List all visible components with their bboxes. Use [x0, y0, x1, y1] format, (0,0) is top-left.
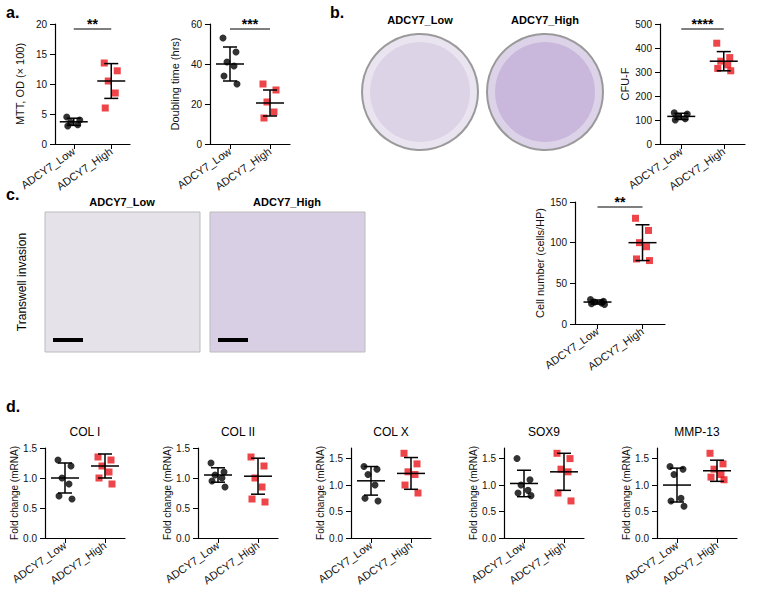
- svg-text:b.: b.: [330, 4, 344, 21]
- svg-text:ADCY7_Low: ADCY7_Low: [626, 145, 685, 192]
- svg-text:COL X: COL X: [373, 425, 409, 439]
- svg-text:ADCY7_High: ADCY7_High: [213, 145, 273, 192]
- svg-text:500: 500: [635, 19, 652, 30]
- svg-text:d.: d.: [6, 398, 20, 415]
- svg-text:1.0: 1.0: [329, 480, 343, 491]
- svg-text:a.: a.: [6, 4, 19, 21]
- svg-text:ADCY7_Low: ADCY7_Low: [316, 539, 375, 586]
- svg-text:1.5: 1.5: [482, 453, 496, 464]
- svg-text:Transwell invasion: Transwell invasion: [15, 233, 29, 331]
- svg-text:20: 20: [191, 99, 203, 110]
- svg-text:ADCY7_High: ADCY7_High: [507, 539, 567, 586]
- svg-text:**: **: [615, 194, 626, 210]
- svg-text:COL II: COL II: [221, 425, 255, 439]
- svg-text:ADCY7_High: ADCY7_High: [585, 325, 645, 372]
- svg-text:400: 400: [635, 43, 652, 54]
- svg-text:0.5: 0.5: [23, 503, 37, 514]
- svg-text:ADCY7_High: ADCY7_High: [660, 539, 720, 586]
- svg-text:****: ****: [692, 16, 714, 32]
- svg-text:0.5: 0.5: [635, 506, 649, 517]
- svg-text:0: 0: [196, 139, 202, 150]
- svg-text:100: 100: [550, 237, 567, 248]
- svg-text:1.0: 1.0: [23, 473, 37, 484]
- svg-text:COL I: COL I: [70, 425, 101, 439]
- svg-text:1.5: 1.5: [23, 443, 37, 454]
- svg-text:40: 40: [191, 59, 203, 70]
- svg-text:0.5: 0.5: [329, 506, 343, 517]
- svg-text:0: 0: [561, 319, 567, 330]
- svg-text:5: 5: [41, 109, 47, 120]
- svg-text:CFU-F: CFU-F: [619, 67, 631, 100]
- svg-text:1.0: 1.0: [176, 473, 190, 484]
- svg-text:ADCY7_Low: ADCY7_Low: [622, 539, 681, 586]
- svg-text:0: 0: [41, 139, 47, 150]
- svg-text:0.0: 0.0: [635, 533, 649, 544]
- svg-text:50: 50: [556, 278, 568, 289]
- svg-text:Fold change (mRNA): Fold change (mRNA): [621, 446, 632, 540]
- svg-text:0.0: 0.0: [482, 533, 496, 544]
- svg-text:ADCY7_High: ADCY7_High: [48, 539, 108, 586]
- svg-text:15: 15: [36, 49, 48, 60]
- svg-text:SOX9: SOX9: [528, 425, 560, 439]
- svg-text:***: ***: [242, 16, 259, 32]
- svg-text:MTT, OD (× 100): MTT, OD (× 100): [14, 43, 26, 125]
- svg-text:0.0: 0.0: [23, 533, 37, 544]
- svg-text:1.0: 1.0: [635, 480, 649, 491]
- svg-text:0.5: 0.5: [176, 503, 190, 514]
- svg-text:100: 100: [635, 115, 652, 126]
- svg-text:ADCY7_High: ADCY7_High: [253, 196, 321, 208]
- svg-text:ADCY7_Low: ADCY7_Low: [10, 539, 69, 586]
- svg-text:Fold change (mRNA): Fold change (mRNA): [468, 446, 479, 540]
- svg-text:Fold change (mRNA): Fold change (mRNA): [162, 446, 173, 540]
- svg-text:0.0: 0.0: [176, 533, 190, 544]
- svg-text:c.: c.: [6, 186, 19, 203]
- svg-text:0.0: 0.0: [329, 533, 343, 544]
- svg-text:Fold change (mRNA): Fold change (mRNA): [315, 446, 326, 540]
- svg-text:0: 0: [646, 139, 652, 150]
- svg-text:200: 200: [635, 91, 652, 102]
- svg-text:1.5: 1.5: [176, 443, 190, 454]
- svg-text:ADCY7_Low: ADCY7_Low: [469, 539, 528, 586]
- svg-text:20: 20: [36, 19, 48, 30]
- svg-text:ADCY7_Low: ADCY7_Low: [18, 145, 78, 192]
- svg-text:ADCY7_Low: ADCY7_Low: [387, 14, 453, 26]
- svg-text:1.5: 1.5: [635, 453, 649, 464]
- svg-text:ADCY7_High: ADCY7_High: [54, 145, 114, 192]
- svg-text:ADCY7_High: ADCY7_High: [201, 539, 261, 586]
- svg-text:60: 60: [191, 19, 203, 30]
- svg-text:ADCY7_Low: ADCY7_Low: [89, 196, 155, 208]
- svg-text:ADCY7_High: ADCY7_High: [511, 14, 579, 26]
- svg-text:**: **: [87, 16, 98, 32]
- svg-text:MMP-13: MMP-13: [674, 425, 720, 439]
- svg-text:1.5: 1.5: [329, 453, 343, 464]
- svg-text:Fold change (mRNA): Fold change (mRNA): [9, 446, 20, 540]
- svg-text:ADCY7_Low: ADCY7_Low: [542, 325, 601, 372]
- svg-text:Doubling time (hrs): Doubling time (hrs): [169, 38, 181, 131]
- svg-text:150: 150: [550, 197, 567, 208]
- svg-text:300: 300: [635, 67, 652, 78]
- svg-text:ADCY7_High: ADCY7_High: [354, 539, 414, 586]
- svg-text:10: 10: [36, 79, 48, 90]
- svg-text:ADCY7_Low: ADCY7_Low: [175, 145, 234, 192]
- svg-text:ADCY7_High: ADCY7_High: [667, 145, 727, 192]
- svg-text:ADCY7_Low: ADCY7_Low: [163, 539, 222, 586]
- svg-text:Cell number (cells/HP): Cell number (cells/HP): [534, 208, 546, 318]
- svg-text:0.5: 0.5: [482, 506, 496, 517]
- svg-text:1.0: 1.0: [482, 480, 496, 491]
